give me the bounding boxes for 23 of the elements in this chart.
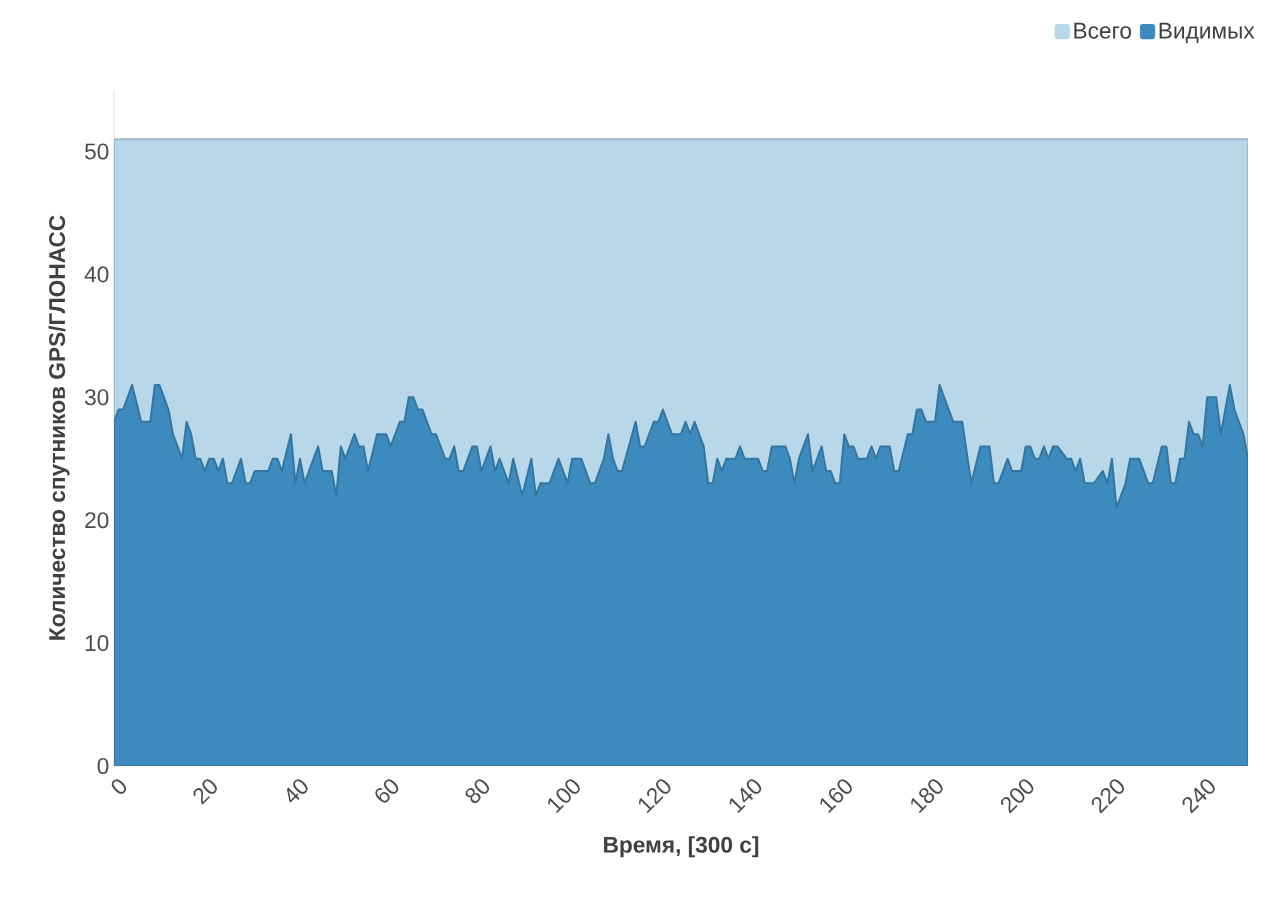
y-tick-label: 10 [85,635,109,652]
y-axis-title: Количество спутников GPS/ГЛОНАСС [48,215,70,640]
y-tick-label: 40 [84,266,109,283]
x-tick-label: 220 [1091,779,1125,814]
x-tick-label: 200 [1000,779,1034,814]
x-tick-label: 20 [193,779,217,805]
y-tick-label: 20 [85,512,109,529]
x-tick-label: 240 [1182,779,1215,814]
x-tick-label: 180 [911,779,943,814]
x-tick-label: 120 [638,779,671,814]
y-tick-label: 30 [84,389,109,406]
x-tick-label: 100 [548,779,580,814]
y-tick-label: 50 [84,143,109,160]
y-tick-label: 0 [97,757,109,775]
x-tick-label: 40 [286,779,308,803]
x-tick-label: 0 [111,779,127,794]
legend-label: Всего [1074,22,1132,39]
x-tick-label: 140 [729,779,762,814]
x-tick-label: 60 [375,779,399,803]
legend-label: Видимых [1159,22,1255,43]
x-tick-label: 160 [820,779,852,814]
x-tick-label: 80 [465,779,490,804]
x-axis-title: Время, [300 с] [604,836,759,858]
